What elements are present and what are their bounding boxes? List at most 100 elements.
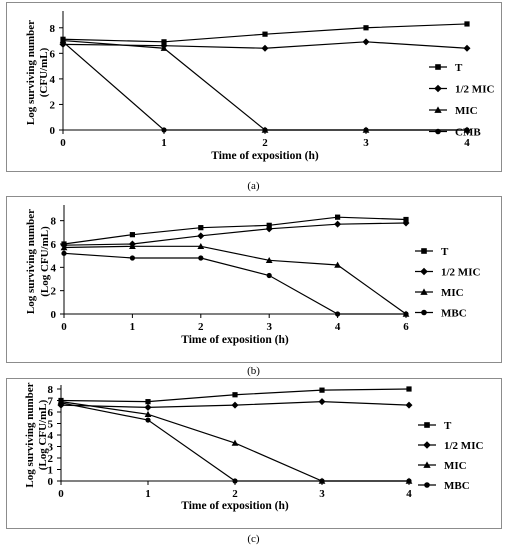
y-axis-label-unit: (Log CFU/mL) <box>39 226 51 297</box>
x-tick-label: 1 <box>161 137 167 149</box>
series-mic <box>60 242 410 317</box>
x-tick-label: 2 <box>198 321 204 333</box>
legend-marker-t <box>435 64 441 70</box>
legend-label: CMB <box>455 127 481 139</box>
x-axis-label: Time of exposition (h) <box>181 334 289 346</box>
legend-item-mbc: MBC <box>418 480 470 492</box>
legend-marker-1-2-mic <box>434 84 442 93</box>
data-point-mbc <box>319 478 325 484</box>
data-point-1-2-mic <box>144 403 152 411</box>
panel-caption-a: (a) <box>247 180 260 192</box>
legend-marker-1-2-mic <box>420 267 428 276</box>
legend-marker-t <box>424 422 430 428</box>
legend-label: T <box>455 62 463 74</box>
series-line-cmb <box>62 41 467 131</box>
legend-item-1-2-mic: 1/2 MIC <box>415 267 480 279</box>
y-tick-label: 8 <box>51 216 57 228</box>
x-tick-label: 1 <box>130 321 136 333</box>
y-tick-label: 8 <box>48 384 54 396</box>
series-line-1-2-mic <box>63 222 407 246</box>
legend-label: T <box>441 246 449 258</box>
y-tick-label: 8 <box>50 23 56 35</box>
data-point-1-2-mic <box>463 44 471 52</box>
data-point-1-2-mic <box>405 401 413 409</box>
legend-label: MIC <box>455 105 478 117</box>
data-point-cmb <box>60 39 66 45</box>
data-point-t <box>363 25 369 31</box>
data-point-mbc <box>335 311 341 317</box>
data-point-t <box>335 214 341 220</box>
y-tick-label: 0 <box>48 476 54 488</box>
y-tick-label: 6 <box>50 48 56 60</box>
panel-caption-b: (b) <box>247 365 260 377</box>
data-point-t <box>262 31 268 37</box>
legend-item-t: T <box>429 62 463 74</box>
legend-item-mic: MIC <box>429 105 478 117</box>
series-1-2-mic <box>60 219 410 249</box>
data-point-mbc <box>403 311 409 317</box>
data-point-t <box>406 386 412 392</box>
data-point-1-2-mic <box>231 401 239 409</box>
chart-a: 0 2 4 6 8 0 1 2 3 4 Time of exposition (h) Log surv… <box>25 11 494 162</box>
legend-marker-1-2-mic <box>423 441 431 449</box>
data-point-t <box>129 232 135 238</box>
data-point-t <box>464 21 470 27</box>
data-point-mbc <box>58 400 64 406</box>
legend-label: MBC <box>441 308 467 320</box>
series-line-mic <box>63 245 407 315</box>
data-point-mic <box>265 256 273 264</box>
legend-label: 1/2 MIC <box>455 84 494 96</box>
data-point-1-2-mic <box>197 232 205 240</box>
series-mic <box>57 398 413 484</box>
legend-item-t: T <box>415 246 449 258</box>
series-line-t <box>63 216 407 245</box>
data-point-1-2-mic <box>334 220 342 228</box>
legend-item-1-2-mic: 1/2 MIC <box>429 84 494 96</box>
data-point-mic <box>197 242 205 250</box>
y-axis-label-unit: (CFU/mL) <box>38 47 50 97</box>
x-tick-label: 3 <box>319 488 325 500</box>
y-tick-label: 4 <box>48 430 54 442</box>
legend-label: 1/2 MIC <box>441 267 480 279</box>
x-tick-label: 4 <box>406 488 412 500</box>
x-tick-label: 4 <box>335 321 341 333</box>
legend-marker-mic <box>434 106 442 113</box>
y-tick-label: 7 <box>48 396 54 408</box>
chart-panel-c: 0 1 2 3 4 5 6 7 8 0 1 2 3 4 Time of exposition (h) Log … <box>6 378 502 529</box>
x-tick-label: 3 <box>363 137 369 149</box>
data-point-t <box>198 225 204 231</box>
legend-label: MIC <box>441 287 464 299</box>
y-tick-label: 4 <box>51 262 57 274</box>
data-point-mic <box>129 242 136 250</box>
data-point-mbc <box>406 478 412 484</box>
data-point-cmb <box>262 127 268 133</box>
panel-caption-c: (c) <box>247 533 260 545</box>
data-point-cmb <box>363 127 369 133</box>
legend-marker-t <box>421 248 427 254</box>
series-t <box>60 21 470 45</box>
x-axis-label: Time of exposition (h) <box>181 500 289 512</box>
x-tick-label: 6 <box>403 321 409 333</box>
legend-item-mic: MIC <box>418 460 467 472</box>
data-point-t <box>161 39 167 45</box>
x-tick-label: 3 <box>266 321 272 333</box>
series-mbc <box>61 250 409 317</box>
x-tick-label: 0 <box>58 488 64 500</box>
data-point-mbc <box>145 417 151 423</box>
data-point-1-2-mic <box>265 225 273 233</box>
data-point-mbc <box>232 478 238 484</box>
data-point-mic <box>334 261 341 268</box>
data-point-mic <box>60 244 68 251</box>
data-point-mic <box>144 410 152 418</box>
chart-panel-b: 0 2 4 6 8 0 1 2 3 4 6 Time of exposition (h) Log sur… <box>6 196 502 363</box>
legend-marker-mic <box>423 461 431 468</box>
legend-label: MBC <box>444 480 470 492</box>
series-1-2-mic <box>57 398 413 411</box>
y-tick-label: 0 <box>50 125 56 137</box>
y-tick-label: 2 <box>51 286 57 298</box>
y-tick-label: 3 <box>48 442 54 454</box>
y-tick-label: 2 <box>48 453 54 465</box>
chart-panel-a: 0 2 4 6 8 0 1 2 3 4 Time of exposition (h) Log surv… <box>6 2 502 172</box>
series-line-mic <box>62 39 467 131</box>
